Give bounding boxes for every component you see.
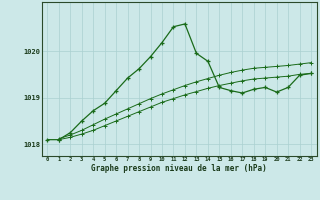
X-axis label: Graphe pression niveau de la mer (hPa): Graphe pression niveau de la mer (hPa) [91,164,267,173]
